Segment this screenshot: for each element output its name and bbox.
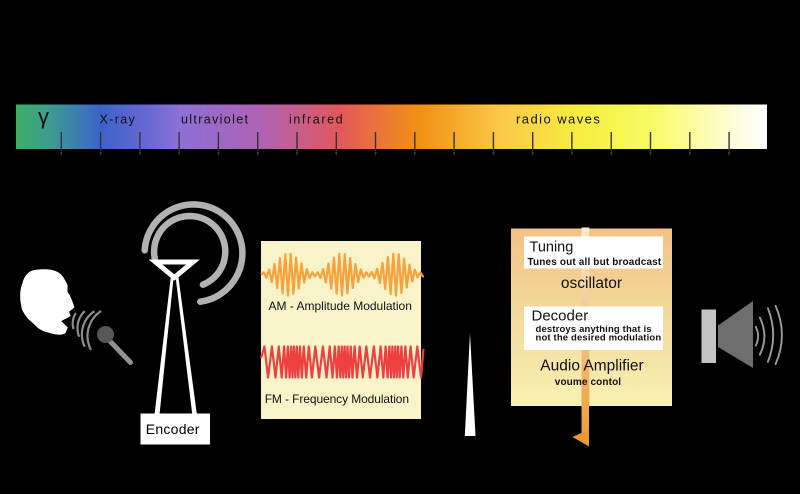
svg-text:oscillator: oscillator [561, 275, 622, 292]
svg-text:Encoder: Encoder [146, 421, 200, 437]
svg-text:Decoder: Decoder [532, 308, 589, 325]
svg-text:FM - Frequency Modulation: FM - Frequency Modulation [265, 392, 409, 406]
svg-text:ultraviolet: ultraviolet [181, 113, 249, 127]
svg-text:X-ray: X-ray [100, 113, 137, 127]
svg-text:AM - Amplitude Modulation: AM - Amplitude Modulation [269, 299, 412, 313]
svg-text:Audio Amplifier: Audio Amplifier [540, 358, 643, 375]
svg-text:voume contol: voume contol [555, 377, 622, 388]
svg-text:infrared: infrared [289, 113, 344, 127]
svg-text:Tunes out all but broadcast: Tunes out all but broadcast [528, 257, 662, 268]
svg-text:not the desired modulation: not the desired modulation [536, 333, 662, 344]
svg-text:Tuning: Tuning [530, 240, 574, 256]
svg-text:γ: γ [38, 104, 49, 129]
svg-text:radio waves: radio waves [516, 112, 601, 127]
svg-text:destroys anything that is: destroys anything that is [536, 324, 652, 335]
